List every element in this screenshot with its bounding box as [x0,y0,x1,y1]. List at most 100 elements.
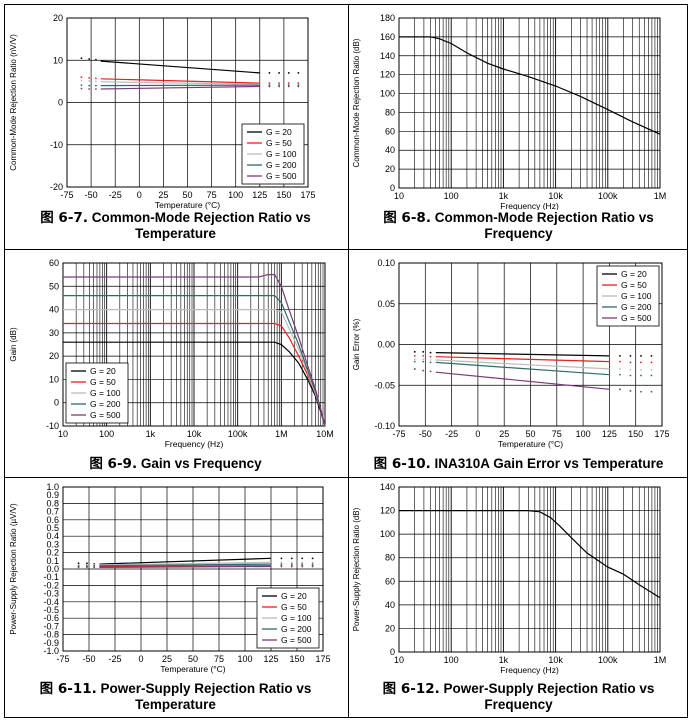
y-tick-label: 120 [380,506,395,516]
series-extrapolation-dot [422,350,425,353]
legend-label: G = 200 [90,399,121,409]
caption-line-2: Temperature [135,697,216,712]
series-extrapolation-dot [429,361,432,364]
plot-frame [398,17,661,189]
y-tick-label: 0 [58,98,63,108]
series-line-g-100 [435,359,610,370]
x-tick-label: 1k [499,191,509,201]
legend-label: G = 200 [281,624,312,634]
series-extrapolation-dot [77,566,80,569]
y-tick-label: -0.1 [43,572,59,582]
y-tick-label: 30 [49,328,59,338]
x-tick-label: 100k [598,191,618,201]
figure-psrr-vs-temperature: -1.0 -0.9 -0.8 -0.7 -0.6 -0.5 -0.4 -0.3 -0.2 -0.1… [5,478,346,718]
x-tick-label: 1M [654,191,667,201]
caption-figure-6-11: 图 6-11. Power-Supply Rejection Ratio vs … [5,681,346,713]
series-extrapolation-dot [619,360,621,363]
x-tick-label: 10M [316,429,334,439]
x-tick-label: 175 [315,654,330,664]
x-tick-label: 0 [475,429,480,439]
y-tick-label: 0.00 [377,340,395,350]
series-extrapolation-dot [280,563,283,565]
series-extrapolation-dot [287,84,290,87]
series-line-g-200 [435,361,610,376]
legend-label: G = 20 [281,591,307,601]
series-extrapolation-dot [311,557,314,560]
legend-label: G = 500 [621,313,652,323]
y-tick-label: -10 [50,140,63,150]
legend-label: G = 200 [266,160,297,170]
series-extrapolation-dot [650,374,653,377]
series-extrapolation-dot [88,88,91,90]
caption-figure-number: 图 6-12. [382,681,440,697]
series-extrapolation-dot [77,564,80,567]
grid-divider-row1 [5,249,687,250]
y-tick-label: -10 [46,421,59,431]
series-line-cmrr [399,36,661,135]
x-tick-label: 10k [187,429,202,439]
series-extrapolation-dot [290,565,293,568]
series-extrapolation-dot [640,355,642,357]
x-tick-label: -25 [108,654,121,664]
y-tick-label: 1.0 [46,482,59,492]
figure-grid: -20 -10 0 10 20 -75 -50 -25 0 25 50 75 100 125 150 175 T… [4,4,688,718]
grid-divider-vertical [348,5,349,717]
x-tick-label: 100 [228,190,243,200]
series-extrapolation-dot [311,563,314,565]
x-tick-label: -75 [392,429,405,439]
x-tick-label: 150 [289,654,304,664]
y-tick-label: 0.5 [46,523,59,533]
series-extrapolation-dot [650,355,653,357]
x-tick-label: 1k [499,655,509,665]
series-extrapolation-dot [290,563,293,565]
x-axis-label: Temperature (°C) [155,200,220,210]
legend-label: G = 20 [621,269,647,279]
legend-label: G = 100 [281,613,312,623]
series-extrapolation-dot [77,562,80,565]
series-extrapolation-dot [422,358,425,361]
figure-gain-vs-frequency: -10 0 10 20 30 40 50 60 10 100 1k 10k 100k 1M 10M Frequ… [5,250,346,477]
series-extrapolation-dot [86,564,88,567]
y-tick-label: 140 [380,51,395,61]
legend-label: G = 20 [266,127,292,137]
y-tick-label: 0.9 [46,490,59,500]
caption-line-2: Frequency [484,226,553,241]
series-extrapolation-dot [301,561,304,564]
series-extrapolation-dot [95,80,97,83]
series-extrapolation-dot [297,84,300,87]
chart-psrr-vs-temperature: -1.0-0.9-0.8-0.7-0.6-0.5-0.4-0.3-0.2-0.1… [9,482,331,674]
y-tick-label: 0.7 [46,507,59,517]
y-tick-label: 60 [385,576,395,586]
legend-label: G = 50 [90,377,116,387]
series-extrapolation-dot [86,566,88,569]
x-tick-label: 150 [276,190,291,200]
caption-figure-6-10: 图 6-10. INA310A Gain Error vs Temperatur… [348,456,689,472]
series-extrapolation-dot [429,370,432,373]
series-extrapolation-dot [650,361,653,364]
chart-psrr-vs-frequency: 0 20 40 60 80 100 120 140 10 100 1k 10k 100k 1M Freque… [352,482,666,675]
series-extrapolation-dot [640,390,642,393]
series-line-g-100 [100,81,260,85]
series-extrapolation-dot [80,76,83,79]
series-extrapolation-dot [88,77,91,79]
series-extrapolation-dot [278,82,280,84]
y-tick-label: 10 [49,374,59,384]
series-extrapolation-dot [629,374,632,377]
series-extrapolation-dot [80,79,83,82]
y-tick-label: 80 [385,107,395,117]
x-tick-label: 100 [444,655,459,665]
series-extrapolation-dot [93,566,96,569]
caption-figure-number: 图 6-7. [40,210,88,226]
series-extrapolation-dot [278,84,280,87]
x-tick-label: -50 [419,429,432,439]
series-line-g-20 [63,341,326,427]
series-line-g-100 [99,561,272,566]
series-extrapolation-dot [268,72,271,74]
series-extrapolation-dot [95,77,97,80]
y-axis-label: Gain (dB) [9,327,18,362]
y-axis-label: Common-Mode Rejection Ratio (dB) [352,38,361,167]
series-line-g-500 [99,565,272,568]
x-tick-label: 10k [548,191,563,201]
x-tick-label: 50 [182,190,192,200]
series-extrapolation-dot [422,360,425,363]
